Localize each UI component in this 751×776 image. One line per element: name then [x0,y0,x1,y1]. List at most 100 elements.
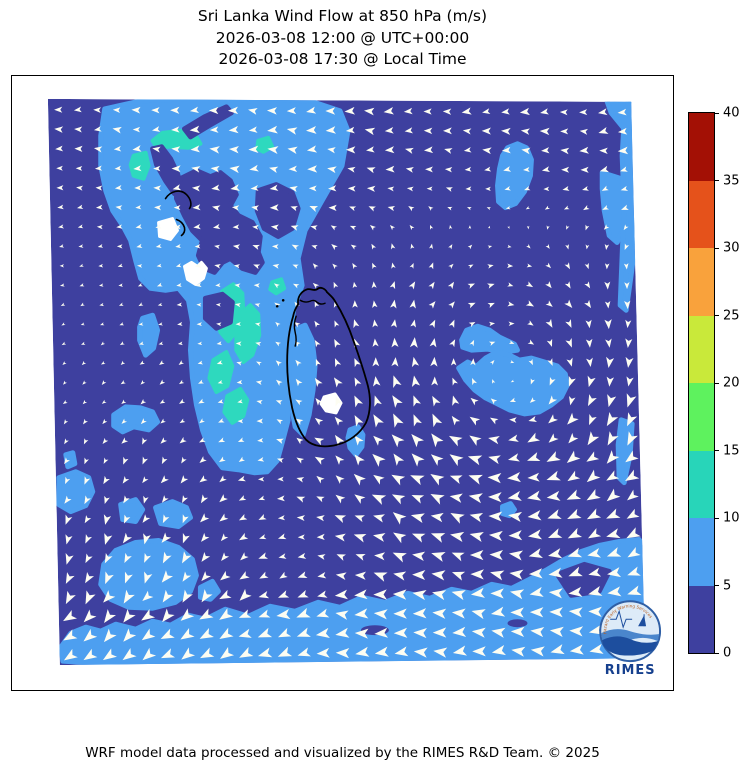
wind-arrow [561,166,570,173]
wind-arrow [296,496,306,503]
wind-arrow [124,552,132,564]
wind-arrow [58,224,65,229]
wind-arrow [56,185,64,191]
wind-arrow [161,456,168,465]
wind-arrow [507,453,520,462]
wind-arrow [403,107,413,115]
wind-arrow [567,412,579,425]
wind-arrow [391,494,406,505]
wind-arrow [469,416,481,426]
wind-arrow [564,281,571,289]
wind-arrow [366,146,375,153]
colorbar-segment [689,248,714,316]
wind-arrow [162,589,174,603]
wind-arrow [584,281,591,289]
wind-arrow [253,283,260,288]
wind-arrow [423,127,433,135]
wind-arrow [63,648,78,661]
wind-arrow [392,589,407,600]
colorbar-segment [689,315,714,383]
wind-5-10-region [63,450,78,470]
wind-arrow [229,145,239,154]
wind-arrow [173,204,181,211]
wind-arrow [153,165,161,172]
wind-arrow [335,455,345,465]
wind-arrow [237,399,243,404]
colorbar-tick-label: 25 [723,308,740,323]
wind-arrow [198,398,205,404]
wind-arrow [171,126,180,133]
wind-arrow [528,358,533,366]
wind-arrow [112,126,122,134]
wind-arrow [467,207,472,211]
wind-5-10-region [118,497,146,525]
colorbar-tick [715,450,719,451]
wind-arrow [100,360,106,365]
wind-arrow [271,244,279,250]
wind-arrow [308,185,317,192]
wind-arrow [54,106,63,113]
wind-0-5-region [174,168,265,275]
wind-arrow [154,204,162,211]
wind-arrow [404,127,413,134]
wind-arrow [413,395,421,407]
wind-arrow [413,414,422,427]
wind-arrow [158,322,163,326]
wind-arrow [201,589,213,603]
wind-arrow [410,319,416,328]
wind-arrow [289,186,298,193]
wind-arrow [139,341,145,345]
wind-arrow [345,146,356,154]
wind-arrow [267,146,279,155]
wind-arrow [387,186,395,192]
wind-arrow [208,106,219,115]
wind-arrow [430,356,438,367]
wind-arrow [588,586,603,596]
wind-arrow [519,107,530,116]
wind-arrow [412,569,426,580]
wind-arrow [96,224,103,230]
wind-arrow [141,628,156,641]
wind-arrow [191,166,201,173]
wind-arrow [545,262,552,269]
wind-arrow [296,437,304,445]
wind-arrow [279,571,288,579]
wind-arrow [191,185,201,192]
wind-arrow [63,419,69,425]
wind-arrow [528,415,538,422]
wind-arrow [368,206,376,212]
wind-arrow [565,319,572,328]
wind-arrow [598,127,609,134]
wind-arrow [218,456,226,463]
wind-arrow [353,319,360,329]
wind-arrow [199,456,207,463]
wind-arrow [254,322,261,327]
wind-arrow [220,646,235,659]
wind-arrow [364,127,376,136]
wind-arrow [75,166,83,171]
wind-arrow [160,628,175,639]
wind-5-10-region [98,537,199,611]
wind-arrow [123,495,130,504]
wind-arrow [101,399,107,404]
wind-arrow [488,492,502,503]
wind-arrow [251,205,259,211]
wind-arrow [627,489,639,501]
wind-arrow [310,225,318,231]
wind-arrow [135,224,143,229]
wind-arrow [586,508,602,520]
wind-arrow [431,376,439,386]
wind-arrow [450,358,457,366]
wind-arrow [560,147,570,155]
wind-arrow [131,106,141,114]
wind-arrow [469,549,484,561]
wind-arrow [393,375,402,388]
wind-arrow [350,244,357,250]
wind-arrow [56,165,63,171]
wind-arrow [565,337,572,348]
wind-arrow [306,126,317,134]
wind-arrow [391,337,399,348]
wind-arrow [297,552,307,559]
wind-arrow [77,204,84,209]
wind-arrow [508,530,523,541]
